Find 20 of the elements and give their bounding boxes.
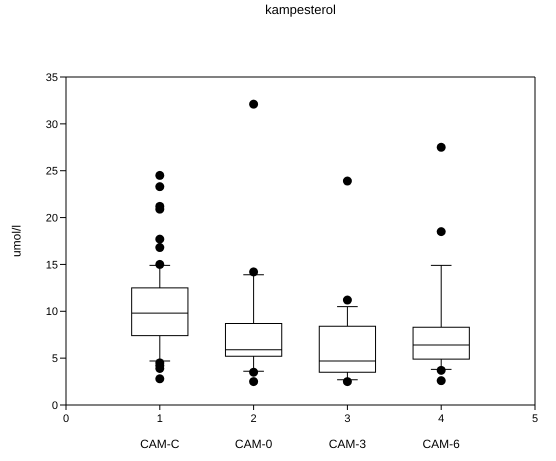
text: CAM-3 xyxy=(328,437,366,451)
x-tick-label: 3 xyxy=(344,413,350,425)
x-tick-label: 1 xyxy=(156,413,163,425)
text: CAM-0 xyxy=(234,437,273,451)
y-tick-label: 25 xyxy=(46,166,58,178)
y-tick-label: 10 xyxy=(46,306,58,318)
x-tick-label: 4 xyxy=(438,413,444,425)
x-tick-label: 2 xyxy=(250,413,257,425)
y-tick-label: 35 xyxy=(46,72,58,84)
y-axis-title: umol/l xyxy=(9,224,24,258)
y-tick-label: 30 xyxy=(46,118,58,131)
x-tick-label: 5 xyxy=(532,413,538,425)
y-tick-label: 5 xyxy=(52,353,58,366)
y-tick-label: 20 xyxy=(46,212,58,224)
x-tick-label: 0 xyxy=(62,413,70,425)
y-tick-label: 0 xyxy=(52,400,58,412)
text: CAM-C xyxy=(140,437,180,451)
text: CAM-6 xyxy=(422,437,460,451)
y-tick-label: 15 xyxy=(46,259,58,272)
chart-title: kampesterol xyxy=(264,2,337,17)
